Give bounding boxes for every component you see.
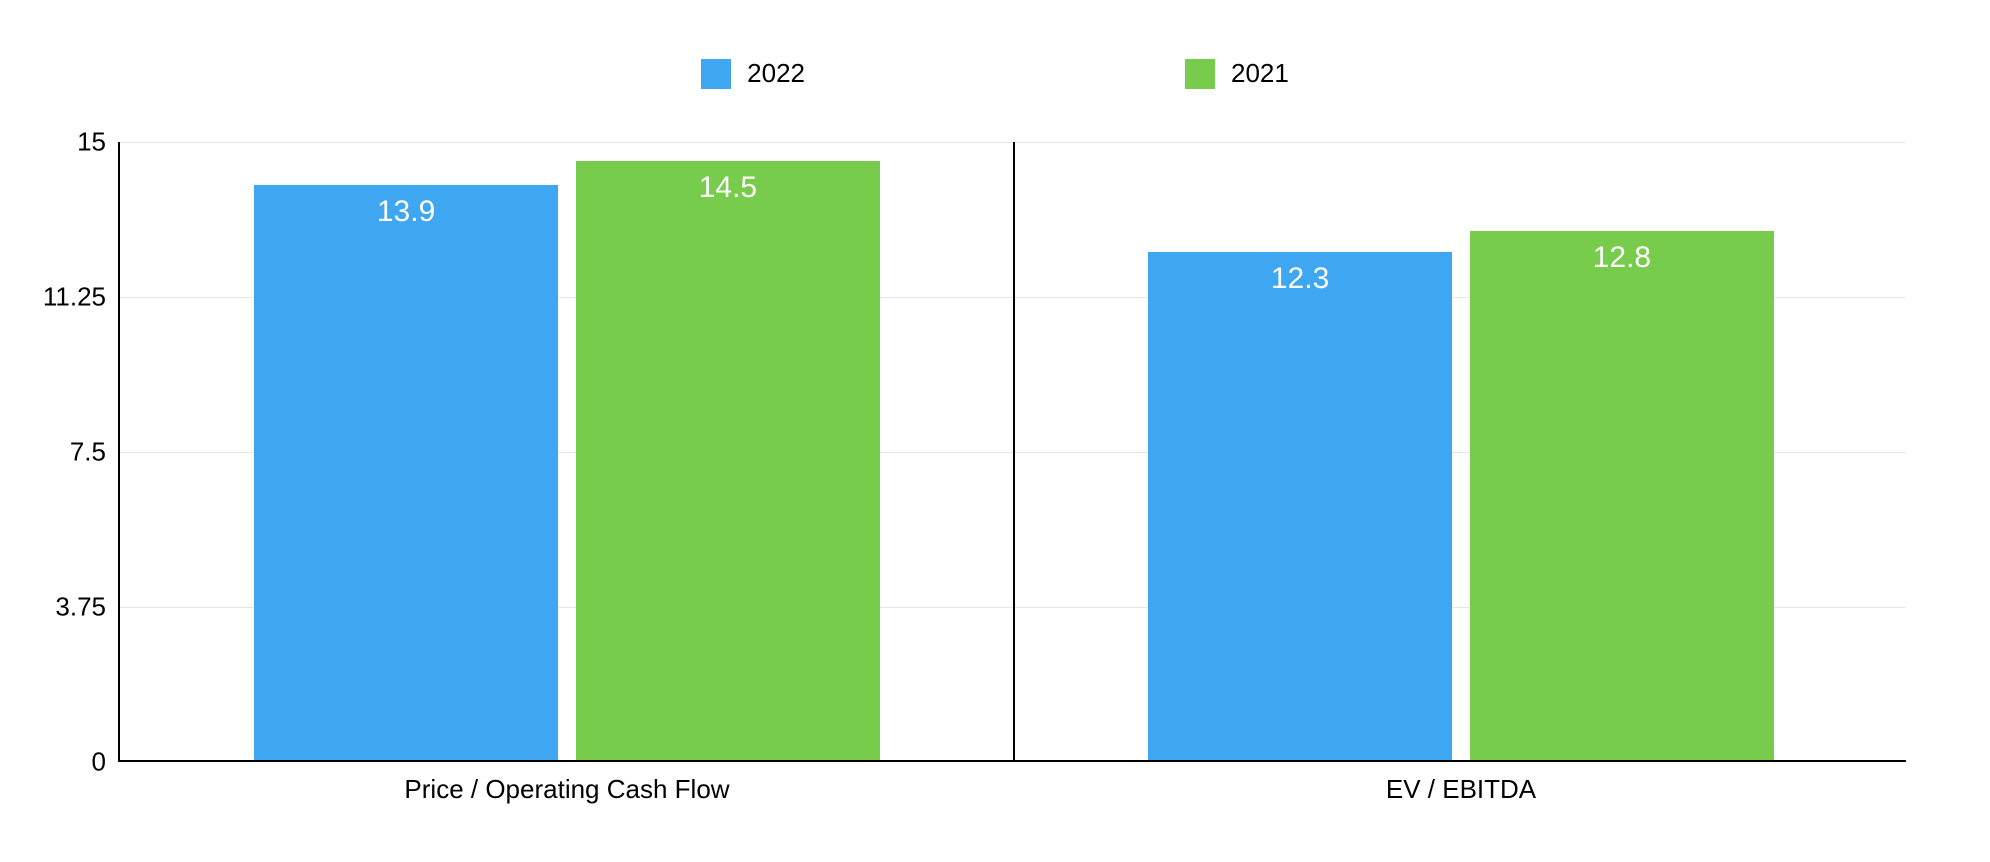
chart-container: 2022 2021 13.9 14.5 12.3 12.8 Price / Opera…	[0, 0, 1990, 862]
legend-item-2021: 2021	[1185, 58, 1289, 89]
legend-swatch-2021	[1185, 59, 1215, 89]
bar-value-label: 14.5	[576, 171, 880, 205]
category-divider	[1013, 142, 1015, 760]
y-tick-label: 15	[77, 127, 106, 158]
legend-label-2022: 2022	[747, 58, 805, 89]
y-tick-label: 3.75	[55, 592, 106, 623]
y-tick-label: 7.5	[70, 437, 106, 468]
bar: 14.5	[576, 161, 880, 760]
x-category-label: EV / EBITDA	[1386, 774, 1536, 805]
bar-value-label: 13.9	[254, 195, 558, 229]
legend-item-2022: 2022	[701, 58, 805, 89]
bar: 12.8	[1470, 231, 1774, 760]
bar: 13.9	[254, 185, 558, 760]
bar-value-label: 12.8	[1470, 241, 1774, 275]
bar: 12.3	[1148, 252, 1452, 760]
bar-value-label: 12.3	[1148, 262, 1452, 296]
plot-area: 13.914.512.312.8 Price / Operating Cash …	[118, 142, 1906, 762]
y-tick-label: 11.25	[43, 282, 106, 313]
x-category-label: Price / Operating Cash Flow	[404, 774, 729, 805]
legend-label-2021: 2021	[1231, 58, 1289, 89]
legend: 2022 2021	[0, 58, 1990, 89]
y-tick-label: 0	[92, 747, 106, 778]
legend-swatch-2022	[701, 59, 731, 89]
